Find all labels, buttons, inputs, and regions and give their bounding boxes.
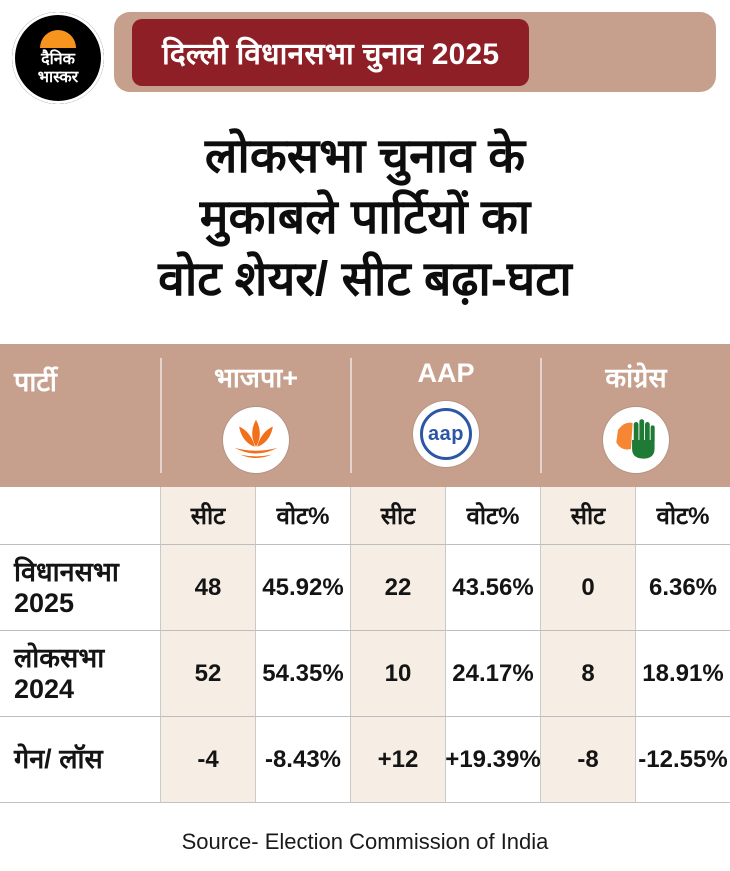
subheader-empty	[0, 487, 160, 544]
row-label: लोकसभा 2024	[0, 630, 160, 716]
cell-bjp-votes: 54.35%	[255, 630, 350, 717]
party-header-congress: कांग्रेस	[540, 358, 730, 474]
party-name-congress: कांग्रेस	[605, 363, 667, 394]
row-label: विधानसभा 2025	[0, 544, 160, 630]
party-name-bjp: भाजपा+	[213, 363, 299, 394]
cell-congress-votes: 6.36%	[635, 544, 730, 631]
cell-congress-seats: 0	[540, 544, 635, 631]
results-table: पार्टी भाजपा+ AAP aap	[0, 344, 730, 804]
header-strip: दिल्ली विधानसभा चुनाव 2025	[114, 12, 716, 92]
subheader-bjp-seats: सीट	[160, 487, 255, 545]
table-header: पार्टी भाजपा+ AAP aap	[0, 344, 730, 488]
cell-congress-seats: 8	[540, 630, 635, 717]
cell-bjp-votes: -8.43%	[255, 716, 350, 803]
cell-aap-seats: 10	[350, 630, 445, 717]
aap-ring: aap	[420, 408, 472, 461]
aap-logo-text: aap	[428, 422, 464, 445]
congress-hand-icon	[603, 407, 669, 474]
table-row-gain-loss: गेन/ लॉस -4 -8.43% +12 +19.39% -8 -12.55…	[0, 716, 730, 803]
cell-bjp-votes: 45.92%	[255, 544, 350, 631]
cell-aap-seats: 22	[350, 544, 445, 631]
party-header-aap: AAP aap	[350, 358, 540, 474]
subheader-aap-seats: सीट	[350, 487, 445, 545]
subheader-bjp-votes: वोट%	[255, 487, 350, 545]
source-note: Source- Election Commission of India	[181, 829, 549, 855]
cell-aap-votes: +19.39%	[445, 716, 541, 803]
cell-congress-seats: -8	[540, 716, 635, 803]
title-line-1: लोकसभा चुनाव के	[204, 130, 526, 183]
subheader-congress-votes: वोट%	[635, 487, 730, 545]
subheader-aap-votes: वोट%	[445, 487, 540, 545]
logo-text: दैनिक भास्कर	[38, 51, 78, 86]
cell-congress-votes: -12.55%	[635, 716, 730, 803]
column-header-party: पार्टी	[14, 367, 57, 398]
dainik-bhaskar-logo: दैनिक भास्कर	[12, 12, 104, 104]
subheader-congress-seats: सीट	[540, 487, 635, 545]
header-bar: दैनिक भास्कर दिल्ली विधानसभा चुनाव 2025	[0, 0, 730, 104]
cell-bjp-seats: -4	[160, 716, 255, 803]
party-header-bjp: भाजपा+	[160, 358, 350, 474]
bjp-lotus-icon	[223, 407, 289, 474]
table-row-vidhansabha-2025: विधानसभा 2025 48 45.92% 22 43.56% 0 6.36…	[0, 544, 730, 631]
election-title-badge: दिल्ली विधानसभा चुनाव 2025	[132, 18, 530, 86]
party-name-aap: AAP	[417, 358, 475, 389]
logo-text-line2: भास्कर	[37, 68, 79, 86]
cell-aap-votes: 24.17%	[445, 630, 540, 717]
cell-congress-votes: 18.91%	[635, 630, 730, 717]
title-line-2: मुकाबले पार्टियों का	[199, 191, 531, 245]
rising-sun-icon	[40, 30, 76, 49]
table-row-loksabha-2024: लोकसभा 2024 52 54.35% 10 24.17% 8 18.91%	[0, 630, 730, 717]
subheader-row: सीट वोट% सीट वोट% सीट वोट%	[0, 487, 730, 545]
logo-text-line1: दैनिक	[41, 51, 75, 69]
cell-aap-votes: 43.56%	[445, 544, 540, 631]
main-title: लोकसभा चुनाव के मुकाबले पार्टियों का वोट…	[0, 126, 730, 310]
row-label: गेन/ लॉस	[0, 716, 160, 802]
title-line-3: वोट शेयर/ सीट बढ़ा-घटा	[158, 252, 572, 306]
cell-aap-seats: +12	[350, 716, 445, 803]
aap-logo-icon: aap	[413, 401, 479, 468]
cell-bjp-seats: 52	[160, 630, 255, 717]
cell-bjp-seats: 48	[160, 544, 255, 631]
